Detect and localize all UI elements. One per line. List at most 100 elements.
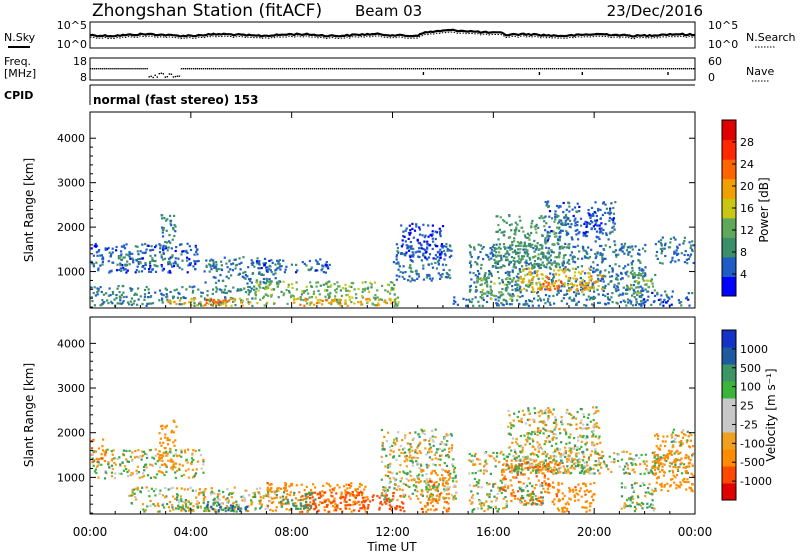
data-cell — [233, 508, 236, 511]
data-cell — [516, 289, 519, 292]
data-cell — [567, 232, 570, 235]
data-cell — [408, 431, 411, 435]
data-cell — [247, 302, 251, 305]
data-cell — [288, 291, 291, 294]
data-cell — [151, 259, 154, 262]
data-cell — [112, 261, 115, 264]
data-cell — [252, 492, 255, 495]
frequency-point — [362, 68, 364, 70]
data-cell — [566, 268, 570, 271]
data-cell — [340, 294, 343, 297]
power-scatter — [90, 200, 695, 307]
data-cell — [469, 284, 472, 288]
data-cell — [389, 462, 392, 465]
data-cell — [167, 261, 170, 264]
data-cell — [586, 464, 589, 467]
data-cell — [442, 477, 445, 480]
frequency-point — [600, 68, 602, 70]
data-cell — [443, 435, 446, 439]
data-cell — [539, 299, 542, 302]
data-cell — [188, 285, 191, 288]
data-cell — [498, 246, 501, 249]
data-cell — [97, 476, 100, 479]
data-cell — [409, 240, 412, 244]
data-cell — [239, 288, 242, 291]
data-cell — [529, 466, 532, 470]
data-cell — [590, 228, 593, 231]
data-cell — [494, 298, 497, 301]
data-cell — [418, 467, 421, 470]
data-cell — [222, 291, 225, 294]
data-cell — [396, 304, 399, 307]
data-cell — [323, 506, 326, 509]
data-cell — [477, 482, 480, 485]
data-cell — [446, 247, 449, 251]
data-cell — [423, 240, 426, 243]
data-cell — [558, 253, 561, 256]
data-cell — [224, 296, 227, 299]
data-cell — [527, 285, 530, 288]
data-cell — [506, 270, 509, 273]
data-cell — [201, 491, 204, 494]
data-cell — [256, 262, 259, 265]
data-cell — [404, 240, 407, 243]
data-cell — [262, 262, 265, 265]
data-cell — [395, 274, 398, 277]
data-cell — [511, 489, 514, 492]
data-cell — [610, 460, 613, 463]
data-cell — [462, 297, 465, 300]
data-cell — [163, 462, 166, 466]
data-cell — [280, 504, 283, 507]
data-cell — [305, 503, 308, 506]
data-cell — [522, 230, 525, 233]
data-cell — [631, 245, 634, 248]
data-cell — [578, 463, 581, 467]
data-cell — [104, 449, 108, 452]
data-cell — [385, 454, 388, 457]
data-cell — [148, 262, 152, 265]
data-cell — [174, 453, 177, 456]
data-cell — [509, 248, 512, 251]
data-cell — [154, 270, 158, 273]
data-cell — [192, 509, 195, 513]
data-cell — [561, 262, 564, 265]
data-cell — [169, 487, 172, 490]
data-cell — [118, 302, 121, 305]
data-cell — [174, 230, 177, 233]
data-cell — [512, 454, 515, 458]
data-cell — [500, 231, 503, 234]
data-cell — [353, 509, 356, 512]
data-cell — [128, 252, 132, 255]
data-cell — [425, 478, 428, 481]
data-cell — [470, 278, 473, 281]
frequency-point — [265, 68, 267, 70]
data-cell — [381, 460, 384, 463]
data-cell — [498, 228, 501, 231]
data-cell — [296, 269, 299, 272]
data-cell — [166, 298, 169, 301]
data-cell — [447, 492, 450, 496]
data-cell — [431, 504, 435, 508]
data-cell — [614, 287, 617, 290]
data-cell — [165, 424, 168, 427]
data-cell — [96, 464, 100, 467]
data-cell — [400, 477, 403, 480]
data-cell — [189, 507, 192, 510]
data-cell — [647, 290, 650, 293]
frequency-point — [426, 68, 429, 70]
data-cell — [637, 259, 640, 262]
data-cell — [251, 272, 255, 275]
data-cell — [425, 250, 428, 254]
data-cell — [417, 433, 420, 436]
data-cell — [161, 299, 164, 302]
data-cell — [120, 293, 123, 297]
data-cell — [409, 264, 412, 267]
data-cell — [194, 268, 197, 271]
data-cell — [369, 281, 372, 284]
data-cell — [416, 239, 419, 242]
data-cell — [468, 261, 472, 264]
data-cell — [572, 260, 575, 263]
data-cell — [634, 245, 637, 248]
data-cell — [386, 488, 389, 491]
data-cell — [602, 275, 606, 278]
